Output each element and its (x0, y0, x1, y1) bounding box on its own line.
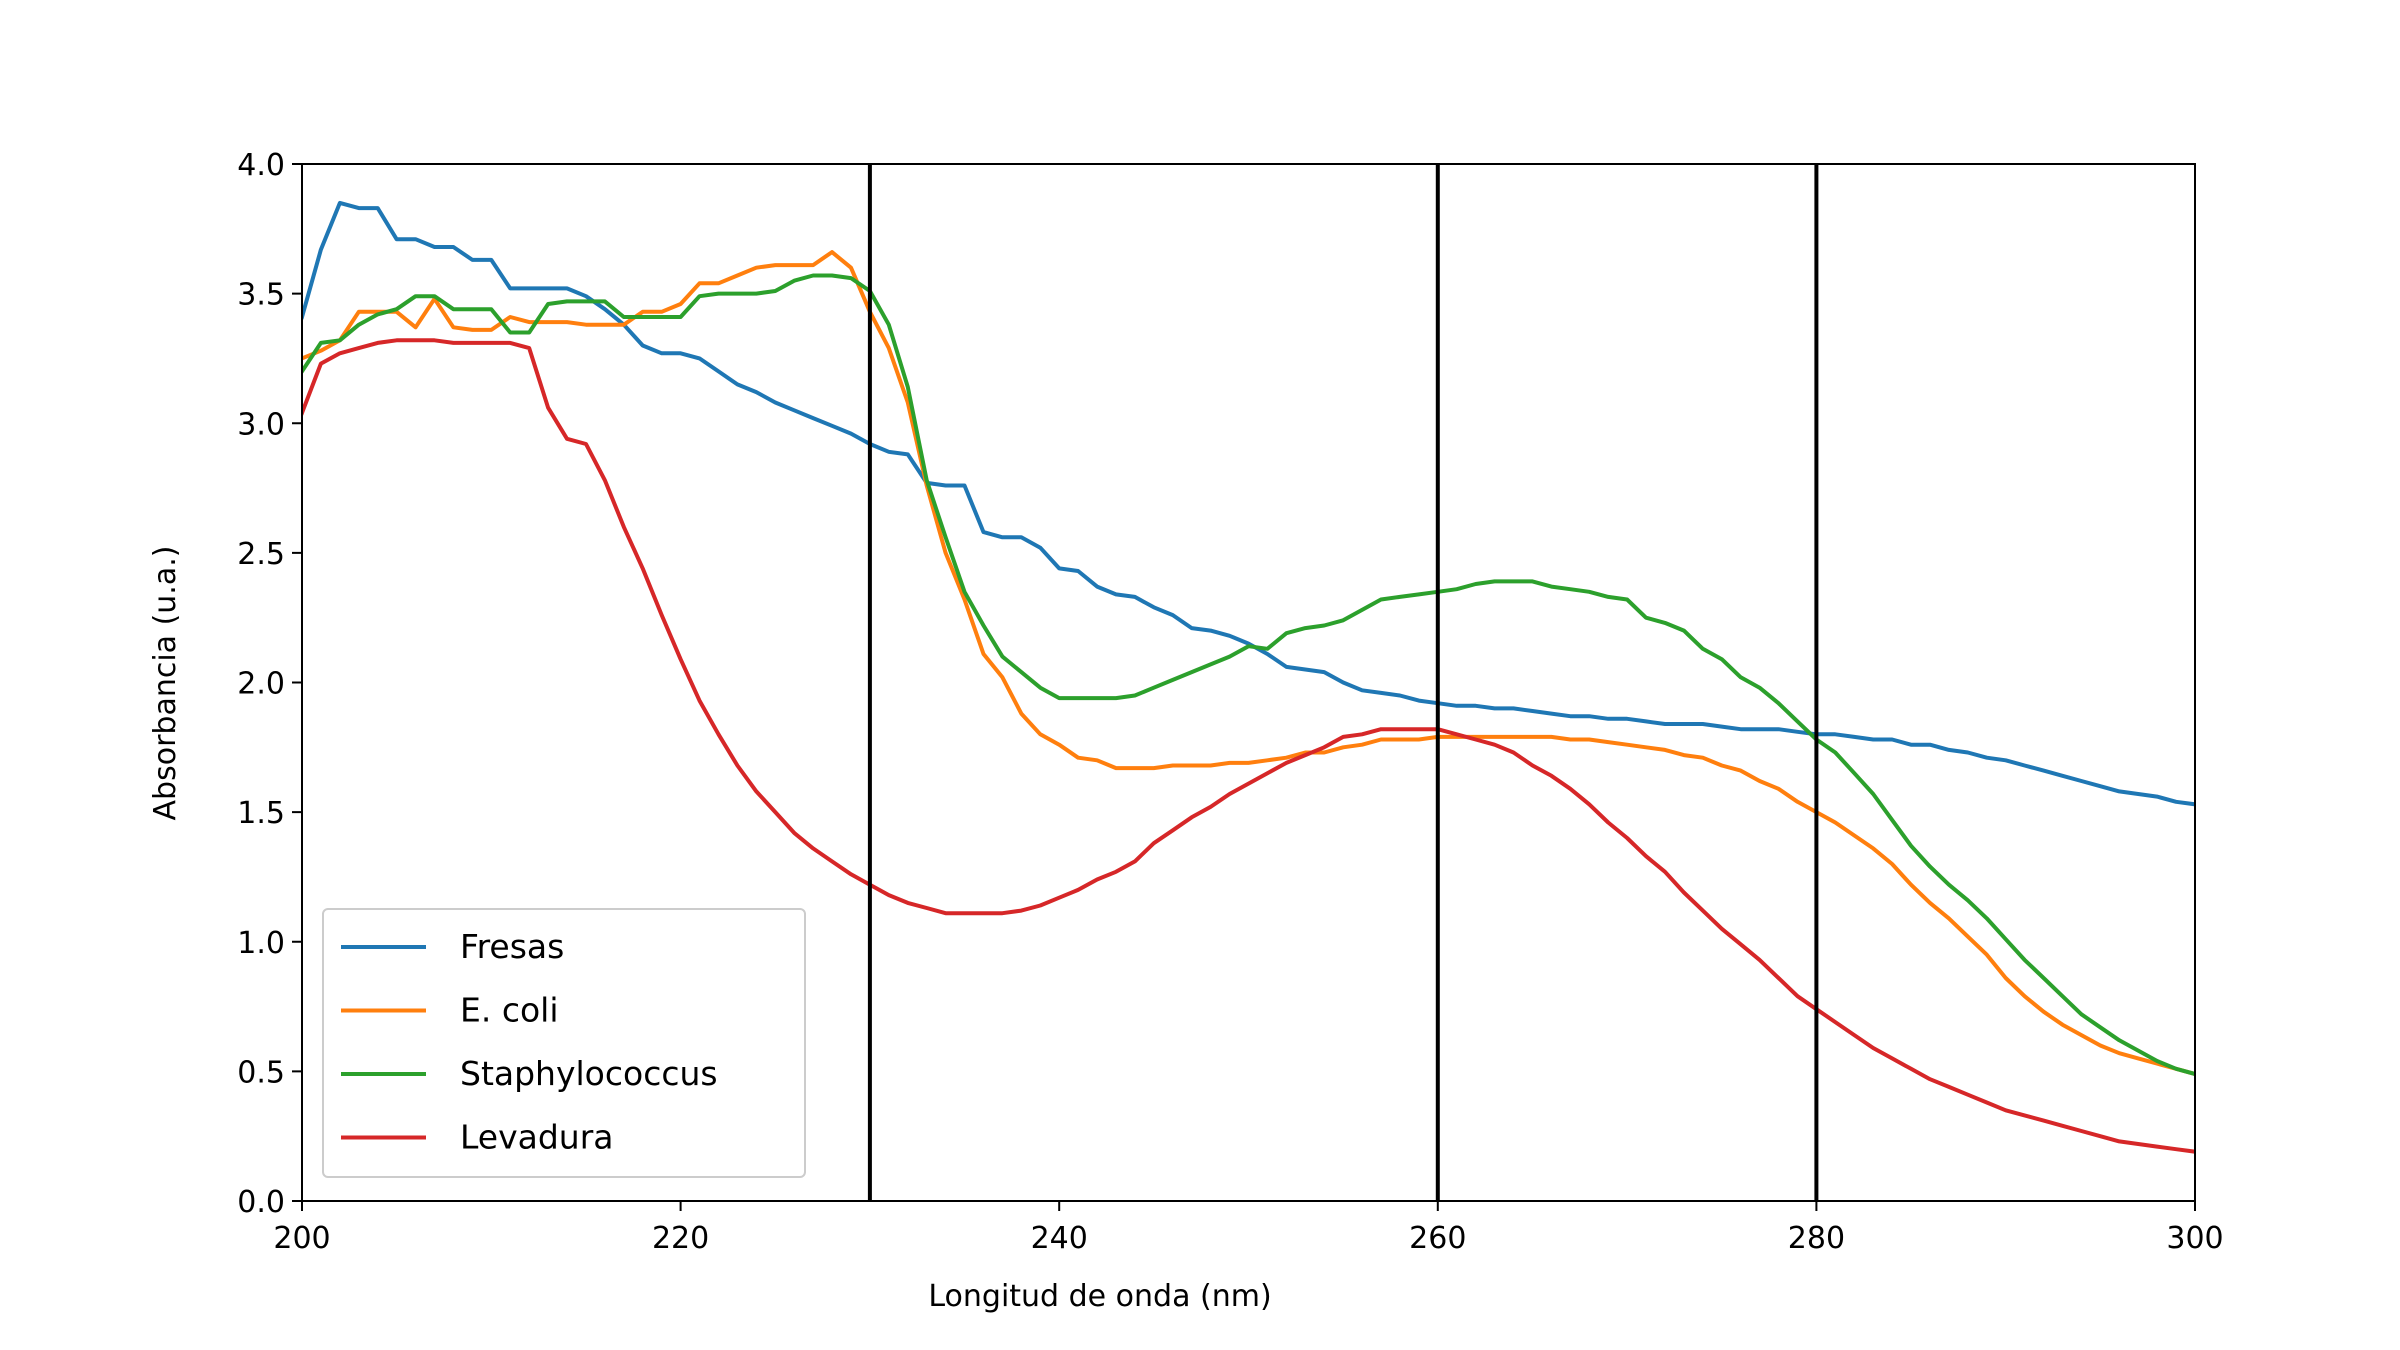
y-tick-label-0.0: 0.0 (237, 1185, 285, 1220)
series-line-staphylococcus (302, 273, 2195, 1077)
y-tick-label-0.5: 0.5 (237, 1055, 285, 1090)
plot-area (302, 164, 2195, 1201)
y-tick-label-2.5: 2.5 (237, 537, 285, 572)
y-tick-label-1.0: 1.0 (237, 926, 285, 961)
legend-label-levadura: Levadura (460, 1118, 614, 1157)
x-tick-label-200: 200 (273, 1221, 330, 1256)
y-tick-label-2.0: 2.0 (237, 667, 285, 702)
x-tick-label-240: 240 (1031, 1221, 1088, 1256)
axes: 200 220 240 260 280 300 0.0 0.5 1.0 1.5 2.0 2.5 3.0 3… (237, 148, 2223, 1256)
x-tick-label-260: 260 (1409, 1221, 1466, 1256)
x-tick-label-220: 220 (652, 1221, 709, 1256)
legend-label-fresas: Fresas (460, 927, 564, 966)
legend-label-staphylococcus: Staphylococcus (460, 1054, 718, 1093)
x-tick-label-280: 280 (1788, 1221, 1845, 1256)
series-line-levadura (302, 338, 2195, 1154)
y-tick-label-1.5: 1.5 (237, 796, 285, 831)
y-tick-label-4.0: 4.0 (237, 148, 285, 183)
series-line-e-coli (302, 250, 2195, 1077)
x-tick-label-300: 300 (2166, 1221, 2223, 1256)
legend-box (322, 908, 806, 1178)
legend-label-e-coli: E. coli (460, 991, 559, 1030)
y-tick-label-3.0: 3.0 (237, 407, 285, 442)
y-axis-label: Absorbancia (u.a.) (148, 546, 183, 821)
x-axis-label: Longitud de onda (nm) (928, 1279, 1271, 1314)
series-group (302, 200, 2195, 1154)
series-line-fresas (302, 200, 2195, 807)
legend: Fresas E. coli Staphylococcus Levadura (322, 908, 806, 1178)
y-tick-label-3.5: 3.5 (237, 278, 285, 313)
